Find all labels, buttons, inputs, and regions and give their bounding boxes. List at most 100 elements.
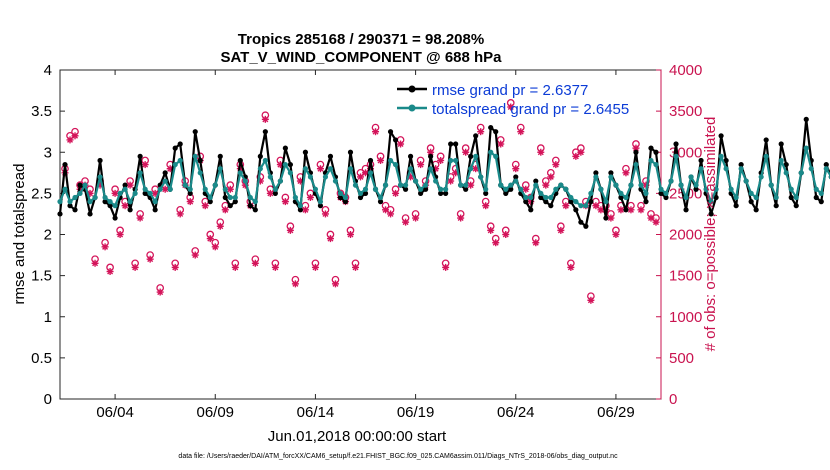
series-totalspread-point <box>97 174 103 180</box>
obs-assimilated-stroke <box>362 169 369 176</box>
obs-assimilated-marker <box>442 263 450 271</box>
x-tick-label: 06/24 <box>497 404 535 421</box>
obs-assimilated-marker <box>121 202 129 210</box>
obs-assimilated-marker <box>497 140 505 148</box>
obs-assimilated-marker <box>517 128 525 136</box>
series-totalspread-point <box>187 186 193 192</box>
series-rmse-point <box>262 129 268 135</box>
obs-assimilated-stroke <box>162 186 169 193</box>
series-rmse-point <box>227 203 233 209</box>
x-axis-label: Jun.01,2018 00:00:00 start <box>268 428 447 445</box>
series-rmse-point <box>723 157 729 164</box>
obs-assimilated-stroke <box>572 153 579 160</box>
series-totalspread-point <box>503 186 509 192</box>
series-rmse-point <box>252 207 258 213</box>
obs-assimilated-stroke <box>262 116 269 123</box>
obs-assimilated-marker <box>271 263 279 271</box>
series-totalspread-point <box>227 194 233 201</box>
series-rmse-point <box>618 194 624 201</box>
obs-assimilated-marker <box>522 185 530 193</box>
series-totalspread-point <box>663 190 669 196</box>
series-rmse-point <box>152 207 158 213</box>
obs-assimilated-stroke <box>212 243 219 250</box>
y-left-tick-label: 2.5 <box>31 185 52 202</box>
legend: rmse grand pr = 2.6377 totalspread grand… <box>397 82 629 118</box>
series-rmse-point <box>543 199 549 205</box>
obs-assimilated-stroke <box>607 215 614 222</box>
series-totalspread-point <box>743 178 749 184</box>
series-rmse-point <box>548 203 554 209</box>
obs-assimilated-marker <box>141 161 149 169</box>
series-rmse-point <box>162 170 168 176</box>
obs-assimilated-stroke <box>177 210 184 217</box>
legend-rmse-label: rmse grand pr = 2.6377 <box>432 82 588 99</box>
series-totalspread-point <box>813 186 819 192</box>
series-rmse-point <box>573 207 579 213</box>
series-totalspread-point <box>152 199 158 205</box>
x-tick-label: 06/19 <box>397 404 435 421</box>
series-totalspread-point <box>458 182 464 188</box>
series-rmse-point <box>763 137 769 143</box>
series-totalspread-point <box>362 186 369 192</box>
obs-assimilated-marker <box>652 218 660 226</box>
obs-assimilated-marker <box>502 231 510 238</box>
obs-assimilated-stroke <box>597 206 604 213</box>
series-rmse-point <box>342 199 349 205</box>
series-totalspread-point <box>272 186 278 192</box>
series-rmse-point <box>583 223 589 229</box>
obs-assimilated-stroke <box>492 239 499 246</box>
y-left-tick-label: 2 <box>44 227 52 244</box>
obs-assimilated-stroke <box>442 264 449 271</box>
obs-assimilated-stroke <box>102 243 109 250</box>
series-rmse-point <box>658 190 664 196</box>
obs-assimilated-stroke <box>502 231 509 238</box>
obs-assimilated-stroke <box>427 149 434 156</box>
series-totalspread-point <box>62 186 68 192</box>
obs-assimilated-stroke <box>302 206 309 213</box>
series-totalspread-point <box>603 199 609 205</box>
obs-assimilated-stroke <box>652 219 659 226</box>
series-totalspread-point <box>307 174 314 180</box>
series-totalspread-point <box>768 182 774 188</box>
y-right-tick-label: 4000 <box>669 62 702 79</box>
series-totalspread-point <box>312 186 319 192</box>
series-rmse-point <box>257 153 263 159</box>
y-left-tick-label: 1 <box>44 309 52 326</box>
series-rmse-point <box>773 203 779 209</box>
series-totalspread-point <box>57 199 63 205</box>
y-left-tick-label: 0.5 <box>31 350 52 367</box>
obs-assimilated-marker <box>457 214 465 222</box>
series-totalspread-point <box>653 161 659 168</box>
series-totalspread-point <box>523 194 529 201</box>
series-totalspread-point <box>713 186 719 192</box>
series-totalspread-point <box>508 182 514 188</box>
series-totalspread-point <box>448 157 454 164</box>
obs-assimilated-stroke <box>137 215 144 222</box>
series-rmse-point <box>297 207 303 213</box>
obs-assimilated-stroke <box>227 186 234 193</box>
legend-spread-label: totalspread grand pr = 2.6455 <box>432 101 629 118</box>
data-file-footer: data file: /Users/raeder/DAI/ATM_forcXX/… <box>178 453 618 460</box>
obs-assimilated-stroke <box>482 202 489 209</box>
obs-assimilated-marker <box>306 193 314 201</box>
series-totalspread-point <box>182 182 188 188</box>
series-totalspread-point <box>608 174 614 180</box>
x-tick-label: 06/04 <box>96 404 134 421</box>
obs-assimilated-marker <box>346 231 354 238</box>
obs-assimilated-stroke <box>307 194 314 201</box>
obs-assimilated-marker <box>397 140 405 148</box>
obs-assimilated-stroke <box>357 173 364 180</box>
obs-assimilated-marker <box>492 239 500 247</box>
series-totalspread-point <box>823 166 829 172</box>
obs-assimilated-stroke <box>172 264 179 271</box>
series-rmse-point <box>377 199 384 205</box>
series-totalspread-point <box>122 186 128 192</box>
series-totalspread-point <box>302 166 309 172</box>
series-totalspread-point <box>668 178 674 184</box>
obs-assimilated-stroke <box>232 264 239 271</box>
series-totalspread-point <box>82 182 88 188</box>
obs-assimilated-marker <box>482 202 490 210</box>
series-rmse-point <box>357 194 364 201</box>
obs-assimilated-marker <box>206 235 214 243</box>
obs-assimilated-marker <box>231 263 239 271</box>
